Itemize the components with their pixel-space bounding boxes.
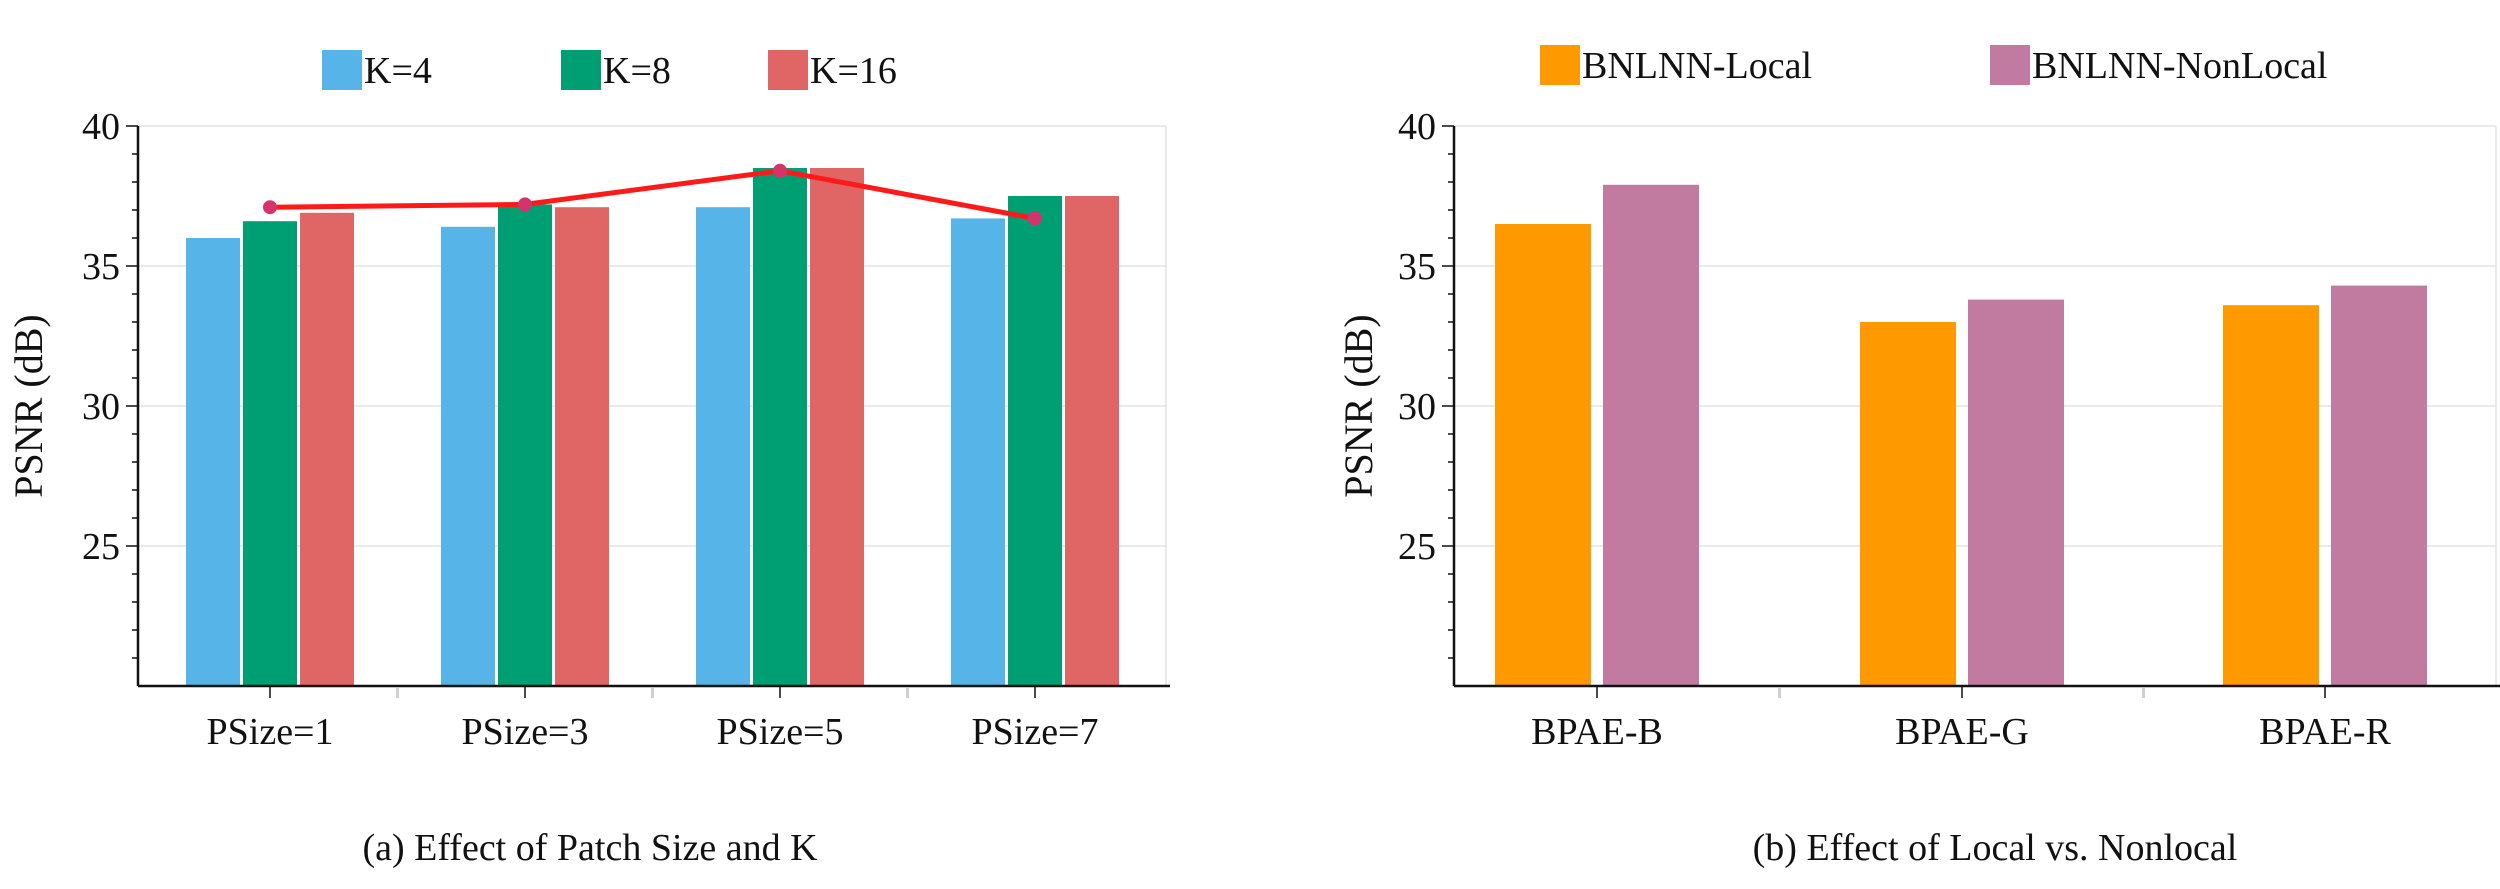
- y-axis-label: PSNR (dB): [6, 314, 51, 497]
- figure-caption: (a) Effect of Patch Size and K: [362, 827, 818, 869]
- x-tick-label: PSize=3: [462, 711, 589, 753]
- bar: [2223, 305, 2319, 686]
- bar: [441, 226, 495, 687]
- y-tick-label: 30: [82, 386, 120, 428]
- x-tick-label: BPAE-R: [2259, 711, 2391, 753]
- x-tick-label: PSize=7: [972, 711, 1099, 753]
- trend-line-marker: [518, 197, 532, 212]
- bar: [1065, 196, 1119, 686]
- x-tick-label: PSize=5: [717, 711, 844, 753]
- bar: [696, 207, 750, 686]
- legend-label: K=16: [810, 50, 897, 92]
- bar: [2331, 285, 2427, 686]
- y-tick-label: 25: [82, 526, 120, 568]
- bar: [498, 204, 552, 686]
- y-tick-label: 40: [1398, 106, 1436, 148]
- bar: [186, 238, 240, 686]
- legend-swatch: [561, 50, 601, 90]
- trend-line-marker: [1028, 211, 1042, 226]
- y-tick-label: 35: [82, 246, 120, 288]
- x-tick-label: BPAE-G: [1895, 711, 2029, 753]
- y-tick-label: 35: [1398, 246, 1436, 288]
- bar: [1008, 196, 1062, 686]
- bar: [810, 168, 864, 686]
- legend-swatch: [768, 50, 808, 90]
- chart-panel-a: 25 30 35 40 PSNR (dB) PSize=1 PSize=3 PSize=5 PS…: [6, 50, 1170, 869]
- x-tick-label: PSize=1: [207, 711, 334, 753]
- bar: [1603, 184, 1699, 687]
- legend-label: BNLNN-NonLocal: [2032, 45, 2327, 87]
- legend-label: BNLNN-Local: [1582, 45, 1812, 87]
- bar: [555, 207, 609, 686]
- trend-line-marker: [773, 163, 787, 178]
- y-axis-label: PSNR (dB): [1336, 314, 1381, 497]
- bar: [1968, 299, 2064, 686]
- legend-label: K=4: [364, 50, 432, 92]
- bar: [951, 218, 1005, 686]
- trend-line: [269, 168, 1036, 221]
- trend-line-marker: [263, 200, 277, 215]
- legend-swatch: [1990, 45, 2030, 85]
- bar: [1495, 224, 1591, 686]
- legend-swatch: [322, 50, 362, 90]
- legend-swatch: [1540, 45, 1580, 85]
- chart-panel-b: 25 30 35 40 PSNR (dB) BPAE-B BPAE-G BPAE-R BNLNN…: [1336, 45, 2500, 869]
- bar: [753, 168, 807, 686]
- bar: [243, 221, 297, 686]
- y-tick-label: 25: [1398, 526, 1436, 568]
- legend-label: K=8: [603, 50, 671, 92]
- bar: [1860, 322, 1956, 686]
- x-tick-label: BPAE-B: [1531, 711, 1663, 753]
- y-tick-label: 40: [82, 106, 120, 148]
- figure-caption: (b) Effect of Local vs. Nonlocal: [1753, 827, 2238, 869]
- y-tick-label: 30: [1398, 386, 1436, 428]
- bar: [300, 212, 354, 687]
